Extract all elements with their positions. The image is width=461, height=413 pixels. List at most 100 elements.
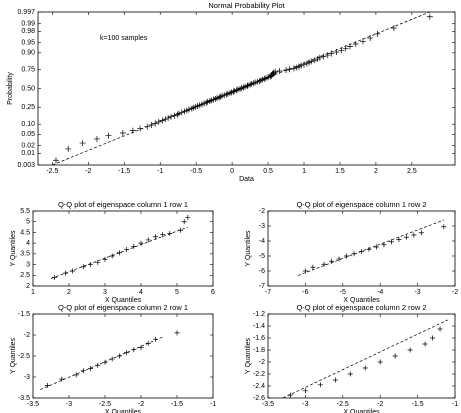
data-point xyxy=(310,264,316,270)
x-tick-label: 0 xyxy=(230,168,234,175)
data-point xyxy=(109,253,115,259)
data-point xyxy=(102,359,108,365)
data-point xyxy=(261,75,268,82)
x-tick-label: 2 xyxy=(374,168,378,175)
y-tick-label: -6 xyxy=(259,268,265,275)
data-point xyxy=(152,120,159,127)
y-tick-label: -1.8 xyxy=(253,347,265,354)
x-tick-label: -2 xyxy=(452,289,458,296)
y-tick-label: 0.01 xyxy=(21,150,35,157)
data-point xyxy=(93,135,100,142)
y-tick-label: -3.5 xyxy=(18,395,30,402)
chart-title: Normal Probability Plot xyxy=(208,1,285,10)
data-point xyxy=(308,58,315,65)
x-tick-label: -3 xyxy=(66,401,72,408)
data-point xyxy=(188,105,195,112)
x-tick-label: -7 xyxy=(265,289,271,296)
data-point xyxy=(217,93,224,100)
data-point xyxy=(362,365,368,371)
data-point xyxy=(441,224,447,230)
x-tick-label: 5 xyxy=(175,289,179,296)
data-point xyxy=(129,127,136,134)
data-point xyxy=(283,67,290,74)
data-point xyxy=(144,123,151,130)
data-point xyxy=(411,232,417,238)
x-tick-label: -5 xyxy=(340,289,346,296)
data-point xyxy=(160,232,166,238)
chart-title: Q-Q plot of eigenspace column 2 row 2 xyxy=(296,303,426,312)
plot-frame xyxy=(267,313,456,399)
data-point xyxy=(145,237,151,243)
data-point xyxy=(244,83,251,90)
data-point xyxy=(272,68,279,75)
data-point xyxy=(317,382,323,388)
y-tick-label: -1.6 xyxy=(253,335,265,342)
x-tick-label: 1 xyxy=(302,168,306,175)
data-point xyxy=(367,35,374,42)
y-axis-label: Y Quantiles xyxy=(10,230,17,267)
x-tick-label: -1 xyxy=(157,168,163,175)
x-tick-label: -1 xyxy=(210,401,216,408)
data-point xyxy=(298,62,305,69)
data-point xyxy=(366,246,372,252)
x-axis-label: X Quantiles xyxy=(343,297,380,304)
y-tick-label: 5 xyxy=(26,219,30,226)
y-tick-label: 0.003 xyxy=(17,162,35,169)
data-point xyxy=(119,129,126,136)
data-point xyxy=(155,118,162,125)
data-point xyxy=(324,52,331,59)
data-point xyxy=(102,256,108,262)
data-point xyxy=(59,376,65,382)
y-tick-label: 3 xyxy=(26,261,30,268)
data-point xyxy=(403,234,409,240)
data-point xyxy=(336,256,342,262)
data-point xyxy=(287,392,293,398)
y-tick-label: -2.4 xyxy=(253,383,265,390)
plot-frame xyxy=(32,210,214,287)
data-point xyxy=(167,231,173,236)
x-tick-label: -2.5 xyxy=(99,401,111,408)
data-point xyxy=(390,25,397,32)
y-tick-label: 2.5 xyxy=(20,272,30,279)
data-point xyxy=(320,53,327,60)
y-tick-label: 0.05 xyxy=(21,131,35,138)
data-point xyxy=(311,57,318,64)
x-tick-label: 1 xyxy=(31,289,35,296)
x-tick-label: -2 xyxy=(85,168,91,175)
data-point xyxy=(230,88,237,95)
data-point xyxy=(381,242,387,248)
data-point xyxy=(80,368,86,374)
y-tick-label: 0.75 xyxy=(21,67,35,74)
data-point xyxy=(52,274,58,280)
data-point xyxy=(131,347,137,353)
data-point xyxy=(342,45,349,52)
x-tick-label: -6 xyxy=(302,289,308,296)
data-point xyxy=(116,353,122,359)
data-point xyxy=(347,371,353,377)
chart-title: Q-Q plot of eigenspace column 1 row 1 xyxy=(58,200,188,209)
y-tick-label: -1.4 xyxy=(253,323,265,330)
y-tick-label: 0.99 xyxy=(21,21,35,28)
x-axis-label: Data xyxy=(239,176,254,183)
data-point xyxy=(407,347,413,353)
y-tick-label: 3.5 xyxy=(20,251,30,258)
data-point xyxy=(174,111,181,118)
data-point xyxy=(430,335,436,341)
data-point xyxy=(52,157,59,164)
y-tick-label: 0.90 xyxy=(21,50,35,57)
data-point xyxy=(437,326,443,332)
y-tick-label: -2 xyxy=(24,332,30,339)
y-axis-label: Probability xyxy=(7,72,14,105)
data-point xyxy=(65,145,72,152)
x-tick-label: -3 xyxy=(414,289,420,296)
x-axis-label: X Quantiles xyxy=(343,409,380,413)
data-point xyxy=(178,109,185,116)
data-point xyxy=(269,71,276,78)
data-point xyxy=(240,84,247,91)
chart-title: Q-Q plot of eigenspace column 2 row 1 xyxy=(58,303,188,312)
data-point xyxy=(178,227,184,233)
data-point xyxy=(185,106,192,113)
y-axis-label: Y Quantiles xyxy=(10,337,17,374)
data-point xyxy=(116,250,122,256)
x-tick-label: -3.5 xyxy=(27,401,39,408)
